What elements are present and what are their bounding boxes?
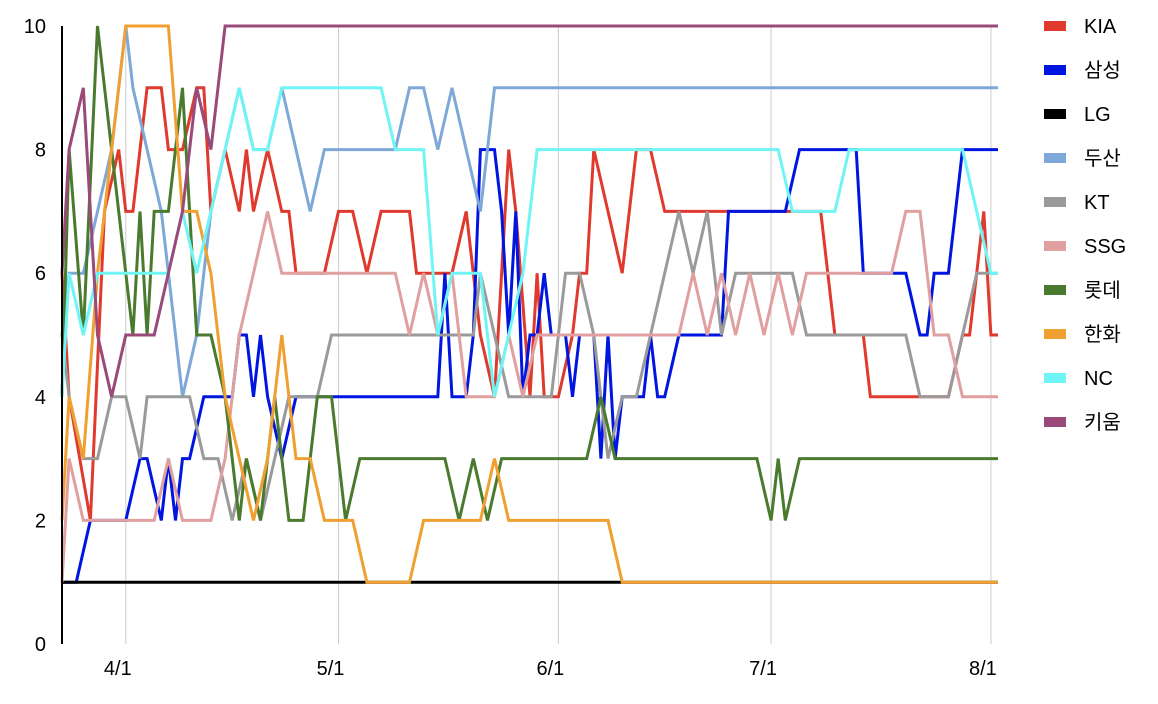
series-line-6 [60, 209, 998, 583]
legend-swatch [1044, 329, 1066, 339]
legend-label: KT [1084, 192, 1110, 214]
legend-label: NC [1084, 368, 1113, 390]
legend-label: 한화 [1084, 323, 1121, 346]
x-tick-label: 7/1 [749, 658, 777, 680]
legend-swatch [1044, 153, 1066, 163]
legend-swatch [1044, 373, 1066, 383]
y-tick-label: 0 [35, 634, 46, 656]
series-line-10 [60, 24, 998, 398]
x-tick-label: 4/1 [104, 658, 132, 680]
legend-label: KIA [1084, 16, 1117, 38]
y-tick-label: 10 [24, 16, 46, 38]
y-tick-label: 6 [35, 263, 46, 285]
legend-swatch [1044, 241, 1066, 251]
legend-swatch [1044, 65, 1066, 75]
legend-label: 두산 [1084, 147, 1121, 170]
legend-label: SSG [1084, 236, 1126, 258]
legend-swatch [1044, 109, 1066, 119]
y-tick-label: 4 [35, 387, 46, 409]
x-tick-label: 8/1 [969, 658, 997, 680]
series-lines [60, 24, 998, 584]
legend-swatch [1044, 21, 1066, 31]
y-tick-label: 2 [35, 510, 46, 532]
y-tick-label: 8 [35, 140, 46, 162]
legend-swatch [1044, 285, 1066, 295]
legend-label: LG [1084, 104, 1111, 126]
x-tick-label: 6/1 [536, 658, 564, 680]
legend-label: 롯데 [1084, 279, 1121, 302]
y-axis-ticks: 0 2 4 6 8 10 [24, 16, 46, 656]
legend-label: 키움 [1084, 411, 1121, 434]
legend-swatch [1044, 417, 1066, 427]
x-tick-label: 5/1 [317, 658, 345, 680]
x-axis-ticks: 4/1 5/1 6/1 7/1 8/1 [104, 658, 997, 680]
series-line-8 [60, 24, 998, 584]
series-line-9 [60, 86, 998, 398]
series-line-4 [60, 25, 998, 398]
legend-label: 삼성 [1084, 59, 1121, 82]
legend-swatch [1044, 197, 1066, 207]
